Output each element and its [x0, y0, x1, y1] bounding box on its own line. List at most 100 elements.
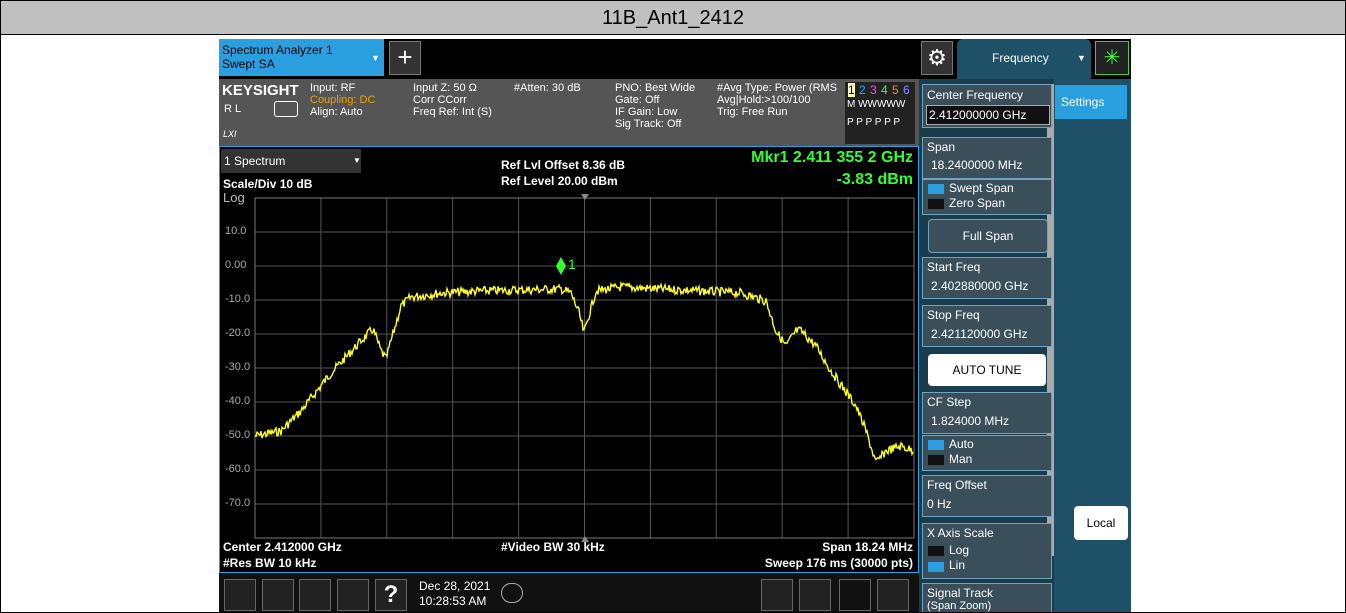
y-tick-label: -30.0: [225, 361, 251, 373]
menu-tab-text: Frequency: [992, 51, 1049, 65]
toggle-off: [928, 546, 944, 556]
key-label: X Axis Scale: [927, 526, 994, 540]
key-label: Center Frequency: [927, 88, 1024, 102]
tab-text: Swept SA: [222, 57, 275, 71]
info-text: Gate: Off: [615, 94, 660, 106]
info-text: Align: Auto: [310, 106, 363, 118]
key-label: Stop Freq: [927, 308, 980, 322]
lxi: LXI: [223, 129, 237, 139]
trace-box: [845, 82, 915, 144]
option: Auto: [949, 437, 974, 451]
trace-types: M WWWWW: [847, 99, 906, 110]
time: 10:28:53 AM: [419, 594, 487, 608]
toggle-on: [928, 440, 944, 450]
trace-detectors: P P P P P P: [847, 117, 901, 128]
span-mode-key[interactable]: Swept Span Zero Span: [922, 179, 1052, 215]
rl: R L: [224, 103, 242, 115]
add-button[interactable]: +: [389, 41, 421, 75]
settings-button[interactable]: ⚙: [921, 41, 953, 75]
key-value: 2.412000000 GHz: [926, 105, 1050, 125]
info-text: Trig: Free Run: [717, 106, 788, 118]
marker-label: 1: [568, 256, 576, 272]
sweep: Sweep 176 ms (30000 pts): [764, 556, 913, 570]
brand: KEYSIGHT: [222, 82, 299, 99]
freq-offset-key[interactable]: Freq Offset 0 Hz: [922, 475, 1052, 517]
scale-type: Log: [223, 190, 245, 205]
scale-div: Scale/Div 10 dB: [223, 177, 313, 191]
cf-step-key[interactable]: CF Step 1.824000 MHz: [922, 392, 1052, 434]
y-tick-label: -60.0: [225, 463, 251, 475]
info-text: Avg|Hold:>100/100: [717, 94, 811, 106]
dropdown-arrow: ▼: [353, 156, 361, 165]
trace-number: 5: [892, 83, 899, 97]
auto-tune-button[interactable]: AUTO TUNE: [928, 354, 1046, 386]
signal-track-key[interactable]: Signal Track (Span Zoom): [922, 583, 1052, 612]
stop-freq-key[interactable]: Stop Freq 2.421120000 GHz: [922, 305, 1052, 347]
info-text: Freq Ref: Int (S): [413, 106, 492, 118]
info-text: IF Gain: Low: [615, 106, 678, 118]
files-button[interactable]: [337, 579, 369, 611]
toggle-off: [928, 199, 944, 209]
cf-step-mode-key[interactable]: Auto Man: [922, 435, 1052, 471]
marker-frequency: Mkr1 2.411 355 2 GHz: [751, 149, 913, 166]
help-button[interactable]: ?: [375, 579, 407, 611]
undo-button[interactable]: [262, 579, 294, 611]
toggle-on: [928, 184, 944, 194]
full-span-button[interactable]: Full Span: [928, 219, 1048, 253]
dropdown-arrow: ▼: [1077, 53, 1086, 63]
settings-tab[interactable]: Settings: [1055, 85, 1127, 119]
trace-number: 6: [903, 83, 910, 97]
info-text: Input: RF: [310, 82, 356, 94]
key-value: 0 Hz: [927, 497, 952, 511]
spectrum-trace: [254, 280, 914, 461]
res-bw: #Res BW 10 kHz: [223, 556, 317, 570]
analyzer-tab[interactable]: Spectrum Analyzer 1 Swept SA ▼: [219, 39, 384, 76]
option: Log: [949, 543, 970, 557]
span-key[interactable]: Span 18.2400000 MHz: [922, 137, 1052, 179]
y-tick-label: -10.0: [225, 293, 251, 305]
center-frequency-key[interactable]: Center Frequency 2.412000000 GHz: [922, 84, 1052, 128]
key-label: Span: [927, 140, 956, 154]
y-tick-label: 10.0: [225, 225, 247, 237]
info-text: #Atten: 30 dB: [514, 82, 581, 94]
fullscreen-button[interactable]: [877, 579, 909, 611]
info-text: Corr CCorr: [413, 94, 467, 106]
redo-button[interactable]: [299, 579, 331, 611]
option: Swept Span: [949, 181, 1014, 195]
x-axis-scale-key[interactable]: X Axis Scale Log Lin: [922, 523, 1052, 579]
trace-number: 3: [870, 83, 877, 97]
start-freq-key[interactable]: Start Freq 2.402880000 GHz: [922, 257, 1052, 299]
tab-text: Spectrum Analyzer 1: [222, 43, 333, 57]
window-name: 1 Spectrum: [224, 154, 286, 168]
chat-button[interactable]: [501, 583, 523, 603]
key-value: 2.421120000 GHz: [931, 327, 1028, 341]
trace-number: 2: [859, 83, 866, 97]
center-freq: Center 2.412000 GHz: [223, 540, 342, 554]
y-tick-label: -50.0: [225, 429, 251, 441]
grid-button[interactable]: [839, 579, 871, 611]
marker-level: -3.83 dBm: [836, 171, 913, 188]
y-tick-label: -70.0: [225, 497, 251, 509]
busy-indicator[interactable]: ✳: [1095, 41, 1129, 75]
layout-button[interactable]: [761, 579, 793, 611]
key-label: (Span Zoom): [927, 600, 992, 612]
menu-tab[interactable]: Frequency ▼: [957, 39, 1091, 79]
graph-window: [219, 146, 919, 573]
toggle-on: [928, 562, 944, 572]
info-text: Sig Track: Off: [615, 118, 682, 130]
local-button[interactable]: Local: [1074, 506, 1128, 540]
window-title: 11B_Ant1_2412: [1, 1, 1345, 35]
span: Span 18.24 MHz: [822, 540, 913, 554]
toggle-off: [928, 455, 944, 465]
y-tick-label: 0.00: [225, 259, 247, 271]
plot: 1: [254, 194, 915, 542]
touch-button[interactable]: [799, 579, 831, 611]
windows-button[interactable]: [224, 579, 256, 611]
window-select[interactable]: 1 Spectrum ▼: [221, 149, 361, 173]
key-label: Signal Track: [927, 586, 994, 600]
info-text: Input Z: 50 Ω: [413, 82, 477, 94]
remote-icon: [274, 101, 298, 117]
key-label: Freq Offset: [927, 478, 987, 492]
key-label: Start Freq: [927, 260, 981, 274]
